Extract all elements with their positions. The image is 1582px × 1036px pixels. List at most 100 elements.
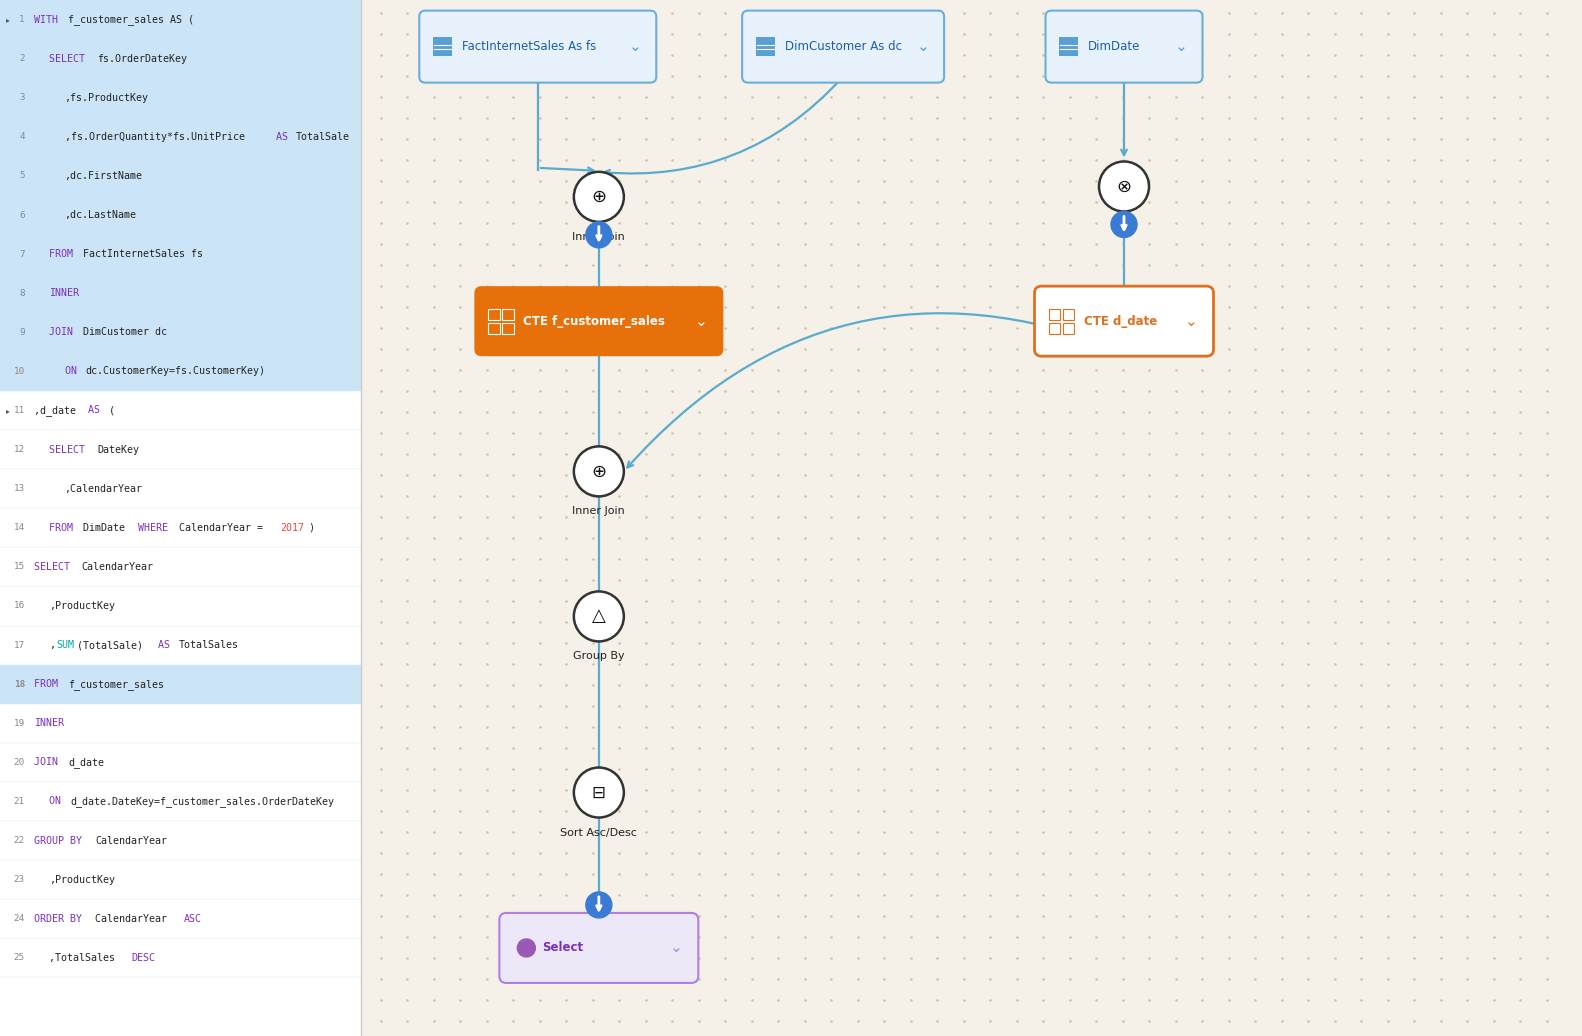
Text: ,d_date: ,d_date bbox=[33, 405, 82, 415]
Text: ,CalendarYear: ,CalendarYear bbox=[65, 484, 142, 494]
Text: d_date: d_date bbox=[68, 757, 104, 768]
Text: 1: 1 bbox=[19, 16, 25, 24]
Text: JOIN: JOIN bbox=[49, 327, 79, 338]
Text: d_date.DateKey=f_customer_sales.OrderDateKey: d_date.DateKey=f_customer_sales.OrderDat… bbox=[70, 796, 334, 807]
Circle shape bbox=[1099, 162, 1149, 211]
Text: SELECT: SELECT bbox=[49, 444, 92, 455]
Text: 15: 15 bbox=[14, 563, 25, 572]
Text: 8: 8 bbox=[19, 289, 25, 297]
Text: 3: 3 bbox=[19, 93, 25, 103]
Text: ⊟: ⊟ bbox=[592, 783, 606, 802]
Text: ,dc.FirstName: ,dc.FirstName bbox=[65, 171, 142, 181]
Text: INNER: INNER bbox=[33, 718, 63, 728]
Text: ON: ON bbox=[65, 367, 82, 376]
Text: FactInternetSales As fs: FactInternetSales As fs bbox=[462, 40, 596, 53]
Text: ): ) bbox=[308, 523, 313, 533]
Bar bbox=[0, 196, 361, 234]
Text: 22: 22 bbox=[14, 836, 25, 845]
Bar bbox=[0, 313, 361, 352]
Bar bbox=[0, 0, 361, 1036]
Text: DateKey: DateKey bbox=[97, 444, 139, 455]
Text: 18: 18 bbox=[14, 680, 25, 689]
Text: ▸: ▸ bbox=[6, 16, 9, 24]
Text: CTE f_customer_sales: CTE f_customer_sales bbox=[524, 315, 664, 327]
Bar bbox=[489, 323, 500, 335]
Bar bbox=[1063, 323, 1074, 335]
Text: CalendarYear: CalendarYear bbox=[95, 835, 168, 845]
FancyBboxPatch shape bbox=[1035, 286, 1213, 356]
Text: Select: Select bbox=[543, 942, 584, 954]
Text: fs.OrderDateKey: fs.OrderDateKey bbox=[97, 54, 187, 63]
Text: Inner Join: Inner Join bbox=[573, 507, 625, 516]
Text: ⌄: ⌄ bbox=[694, 314, 707, 328]
Text: FROM: FROM bbox=[49, 523, 79, 533]
Bar bbox=[1049, 323, 1060, 335]
Circle shape bbox=[585, 222, 612, 248]
Text: 20: 20 bbox=[14, 758, 25, 767]
Bar bbox=[0, 234, 361, 274]
Bar bbox=[0, 626, 361, 665]
Text: ⊕: ⊕ bbox=[592, 188, 606, 206]
Text: CalendarYear: CalendarYear bbox=[95, 914, 172, 924]
Bar bbox=[0, 391, 361, 430]
Text: Sort Asc/Desc: Sort Asc/Desc bbox=[560, 828, 638, 837]
Text: WHERE: WHERE bbox=[138, 523, 174, 533]
Text: ASC: ASC bbox=[184, 914, 201, 924]
Text: GROUP BY: GROUP BY bbox=[33, 835, 89, 845]
Text: f_customer_sales: f_customer_sales bbox=[68, 679, 165, 690]
Bar bbox=[0, 899, 361, 939]
Bar bbox=[0, 665, 361, 703]
Text: JOIN: JOIN bbox=[33, 757, 63, 768]
FancyBboxPatch shape bbox=[1046, 10, 1202, 83]
Text: 7: 7 bbox=[19, 250, 25, 259]
Bar bbox=[1063, 309, 1074, 320]
Bar bbox=[503, 323, 514, 335]
Circle shape bbox=[574, 768, 623, 817]
Text: 2: 2 bbox=[19, 54, 25, 63]
Bar bbox=[0, 352, 361, 391]
Text: 11: 11 bbox=[14, 406, 25, 415]
Text: INNER: INNER bbox=[49, 288, 79, 298]
Text: AS: AS bbox=[89, 405, 106, 415]
Bar bbox=[0, 469, 361, 509]
Text: SELECT: SELECT bbox=[49, 54, 92, 63]
Text: ⊕: ⊕ bbox=[592, 462, 606, 481]
Circle shape bbox=[574, 592, 623, 641]
Text: 14: 14 bbox=[14, 523, 25, 533]
Text: ,fs.ProductKey: ,fs.ProductKey bbox=[65, 93, 149, 103]
Text: (: ( bbox=[109, 405, 115, 415]
Text: 10: 10 bbox=[14, 367, 25, 376]
Text: ⌄: ⌄ bbox=[1185, 314, 1198, 328]
Bar bbox=[0, 430, 361, 469]
Text: DimCustomer As dc: DimCustomer As dc bbox=[785, 40, 902, 53]
Bar bbox=[0, 939, 361, 977]
Bar bbox=[0, 821, 361, 860]
Text: CalendarYear: CalendarYear bbox=[82, 562, 153, 572]
Text: DimDate: DimDate bbox=[1088, 40, 1141, 53]
Text: ⊗: ⊗ bbox=[1117, 177, 1131, 196]
Circle shape bbox=[1111, 211, 1137, 237]
Text: ⌄: ⌄ bbox=[669, 941, 683, 955]
Bar bbox=[756, 37, 775, 56]
Bar bbox=[0, 509, 361, 547]
Circle shape bbox=[574, 447, 623, 496]
Text: AS: AS bbox=[275, 132, 294, 142]
Text: ▸: ▸ bbox=[6, 406, 9, 415]
Circle shape bbox=[517, 939, 535, 957]
Text: Group By: Group By bbox=[573, 652, 625, 661]
Text: SELECT: SELECT bbox=[33, 562, 76, 572]
Text: FROM: FROM bbox=[33, 680, 63, 689]
Text: 19: 19 bbox=[14, 719, 25, 727]
Bar bbox=[0, 743, 361, 782]
Text: FROM: FROM bbox=[49, 249, 79, 259]
Text: Inner Join: Inner Join bbox=[573, 232, 625, 241]
Text: TotalSale: TotalSale bbox=[296, 132, 350, 142]
Text: ,ProductKey: ,ProductKey bbox=[49, 874, 115, 885]
Bar bbox=[0, 860, 361, 899]
Text: ,ProductKey: ,ProductKey bbox=[49, 601, 115, 611]
Text: 12: 12 bbox=[14, 445, 25, 454]
Text: △: △ bbox=[592, 607, 606, 626]
FancyBboxPatch shape bbox=[742, 10, 944, 83]
Text: DimCustomer dc: DimCustomer dc bbox=[84, 327, 168, 338]
FancyBboxPatch shape bbox=[419, 10, 657, 83]
